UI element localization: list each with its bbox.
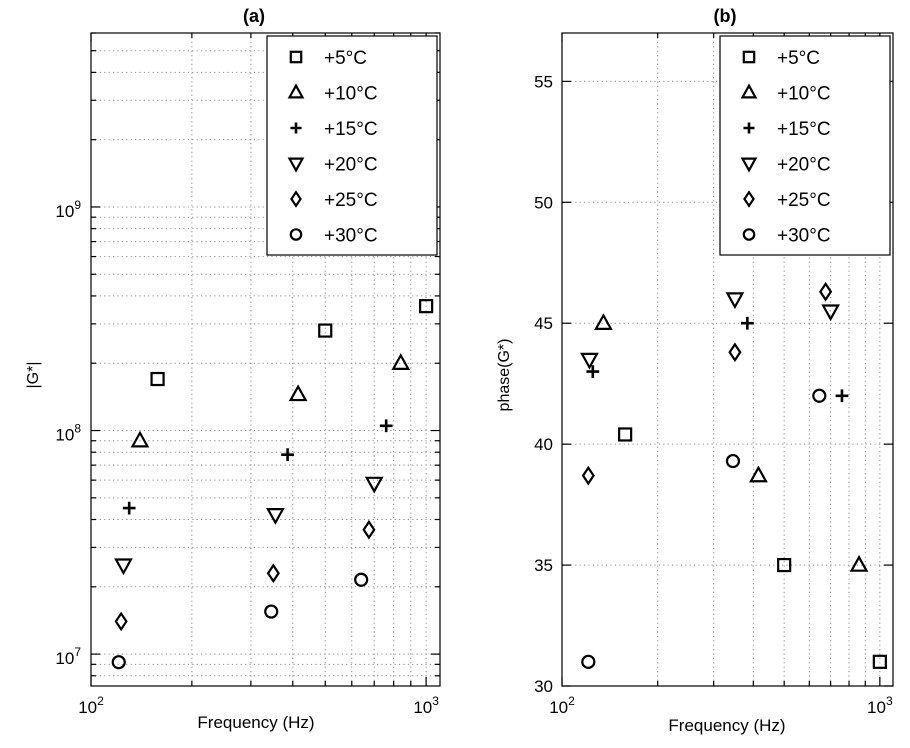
legend-label: +20°C [777, 155, 831, 176]
legend-marker-square [742, 50, 756, 64]
data-point-triangle-up-1-2 [849, 554, 869, 572]
legend-box [719, 35, 891, 256]
data-point-square-0-2 [872, 654, 887, 669]
data-point-plus-2-1 [740, 316, 754, 330]
data-point-triangle-down-3-0 [114, 558, 133, 576]
data-point-triangle-down-3-2 [364, 476, 384, 494]
legend-marker-diamond [743, 190, 755, 208]
legend-marker-triangle-up [740, 83, 758, 99]
legend-marker-triangle-down [740, 157, 758, 173]
legend-label: +10°C [777, 84, 831, 105]
panel-a-magnitude: (a) |G*| Frequency (Hz) 102 103107108109 … [25, 6, 441, 732]
data-point-triangle-down-3-2 [821, 304, 840, 322]
y-tick-label: 40 [534, 435, 553, 454]
data-point-square-0-1 [777, 557, 792, 573]
y-tick-label: 107 [55, 645, 81, 668]
data-point-plus-2-2 [379, 419, 393, 433]
data-point-triangle-up-1-1 [288, 384, 308, 402]
legend-label: +30°C [324, 226, 378, 247]
data-point-plus-2-1 [281, 448, 294, 462]
y-tick-label: 35 [534, 556, 553, 575]
legend-label: +5°C [324, 48, 367, 69]
x-tick-label: 103 [867, 694, 893, 717]
y-tick-label: 30 [534, 677, 553, 696]
panel-b-phase: (b) phase(G*) Frequency (Hz) 102 103 30 35 4… [496, 6, 894, 735]
legend-marker-circle [742, 228, 756, 241]
legend-label: +15°C [777, 119, 831, 140]
legend-label: +20°C [324, 155, 378, 176]
y-tick-label: 109 [55, 198, 81, 221]
panel-b-plot-frame [561, 32, 894, 687]
data-point-triangle-down-3-1 [725, 292, 745, 310]
x-tick-label: 102 [549, 694, 575, 717]
data-point-circle-5-1 [264, 604, 279, 619]
data-point-diamond-4-0 [581, 465, 595, 486]
data-point-square-0-0 [150, 371, 165, 387]
data-point-circle-5-0 [111, 655, 126, 670]
data-point-diamond-4-2 [819, 281, 833, 302]
legend-marker-diamond [290, 190, 302, 208]
panel-a-plot-frame [90, 32, 441, 687]
panel-a-y-axis-label: |G*| [25, 362, 42, 389]
data-point-diamond-4-0 [114, 611, 128, 632]
panel-b-legend: +5°C +10°C +15°C +20°C +25°C +30°C [719, 35, 891, 256]
legend-marker-circle [289, 228, 303, 241]
data-point-triangle-up-1-1 [749, 465, 768, 483]
panel-b-data-points [580, 281, 887, 669]
panel-a-data-points [111, 299, 434, 670]
panel-a-legend: +5°C +10°C +15°C +20°C +25°C +30°C [266, 35, 438, 256]
panel-a-tick-labels: 102 103 107 108 109 [55, 198, 439, 717]
data-point-diamond-4-1 [266, 563, 280, 584]
panel-b-tick-labels: 102 103 30 35 40 45 50 55 [534, 72, 893, 717]
panel-a-x-axis-label: Frequency (Hz) [197, 713, 314, 732]
panel-b-label: (b) [714, 6, 737, 26]
panel-a-label: (a) [243, 6, 265, 26]
data-point-square-0-0 [618, 427, 633, 442]
data-point-circle-5-0 [581, 654, 596, 669]
legend-label: +10°C [324, 84, 378, 105]
data-point-plus-2-2 [835, 389, 849, 403]
legend-label: +5°C [777, 48, 820, 69]
y-tick-label: 45 [534, 314, 553, 333]
data-point-circle-5-2 [354, 572, 369, 587]
data-point-diamond-4-1 [728, 342, 742, 363]
data-point-square-0-1 [318, 323, 333, 338]
x-tick-label: 103 [413, 694, 439, 717]
y-tick-label: 55 [534, 72, 553, 91]
data-point-diamond-4-2 [362, 519, 376, 540]
legend-box [266, 35, 438, 256]
panel-b-grid [562, 33, 893, 686]
legend-label: +25°C [324, 190, 378, 211]
legend-label: +30°C [777, 226, 831, 247]
panel-b-y-axis-label: phase(G*) [496, 339, 513, 412]
data-point-plus-2-0 [586, 365, 600, 378]
x-tick-label: 102 [78, 694, 104, 717]
data-point-triangle-down-3-1 [266, 508, 285, 525]
legend-marker-plus [743, 122, 755, 134]
data-point-triangle-up-1-0 [594, 313, 613, 330]
y-tick-label: 50 [534, 193, 553, 212]
data-point-circle-5-2 [812, 388, 827, 403]
y-tick-label: 108 [55, 422, 81, 445]
data-point-plus-2-0 [122, 501, 136, 515]
panel-b-x-axis-label: Frequency (Hz) [668, 716, 785, 735]
legend-marker-square [289, 50, 303, 64]
legend-label: +25°C [777, 190, 831, 211]
legend-label: +15°C [324, 119, 378, 140]
legend-marker-triangle-down [287, 157, 305, 173]
legend-marker-triangle-up [287, 83, 305, 99]
legend-marker-plus [290, 122, 302, 134]
data-point-circle-5-1 [725, 453, 741, 469]
data-point-triangle-down-3-0 [580, 352, 599, 370]
data-point-triangle-up-1-2 [391, 353, 411, 370]
data-point-square-0-2 [419, 299, 434, 314]
data-point-triangle-up-1-0 [130, 430, 150, 448]
